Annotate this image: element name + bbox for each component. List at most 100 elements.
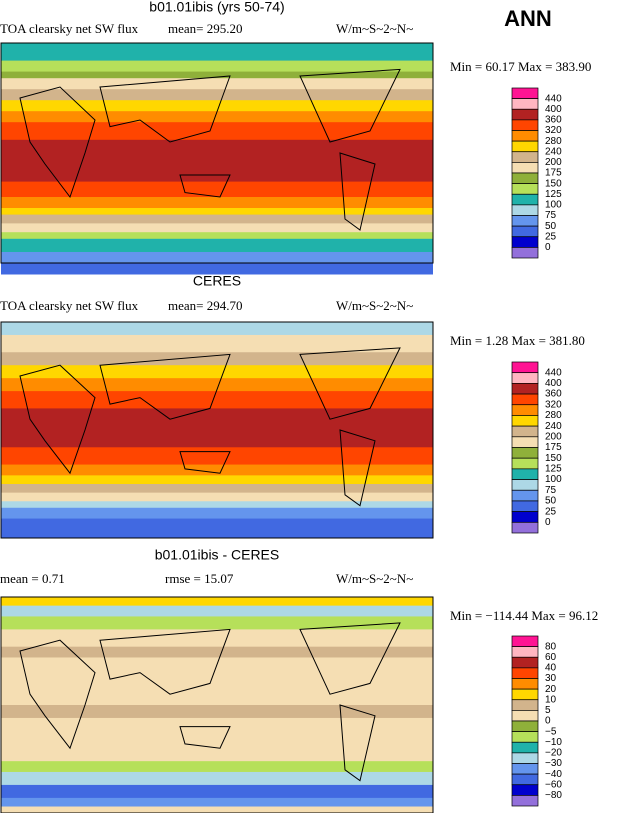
panel-title: CERES bbox=[193, 273, 241, 289]
map-band bbox=[1, 784, 433, 799]
map-band bbox=[1, 365, 433, 379]
coastline bbox=[299, 622, 401, 695]
map-band bbox=[1, 646, 433, 658]
colorbar-box bbox=[511, 521, 539, 534]
colorbar-label: 400 bbox=[545, 104, 562, 115]
units-label: W/m~S~2~N~ bbox=[336, 571, 413, 586]
colorbar-label: 20 bbox=[545, 684, 557, 695]
map-band bbox=[1, 464, 433, 476]
colorbar-label: 0 bbox=[545, 517, 551, 528]
colorbar-box bbox=[511, 193, 539, 206]
colorbar-box bbox=[511, 731, 539, 743]
map-band bbox=[1, 238, 433, 253]
season-label: ANN bbox=[504, 6, 552, 31]
colorbar-box bbox=[511, 215, 539, 227]
map-band bbox=[1, 89, 433, 101]
colorbar-box bbox=[511, 656, 539, 669]
map-frame bbox=[0, 596, 434, 813]
rmse-label: rmse = 15.07 bbox=[165, 571, 234, 586]
map-band bbox=[1, 771, 433, 786]
map-band bbox=[1, 597, 433, 607]
colorbar-label: 0 bbox=[545, 242, 551, 253]
colorbar-box bbox=[511, 667, 539, 679]
map-band bbox=[1, 705, 433, 719]
map-band bbox=[1, 797, 433, 808]
colorbar-box bbox=[511, 688, 539, 701]
colorbar-label: 320 bbox=[545, 125, 562, 136]
colorbar-box bbox=[511, 479, 539, 491]
map-band bbox=[1, 43, 433, 62]
colorbar-box bbox=[511, 119, 539, 131]
colorbar-box bbox=[511, 678, 539, 690]
colorbar-box bbox=[511, 247, 539, 259]
map-band bbox=[1, 806, 433, 813]
colorbar-box bbox=[511, 763, 539, 775]
mean-label: mean= 294.70 bbox=[168, 298, 242, 313]
colorbar-label: 440 bbox=[545, 93, 562, 104]
map-band bbox=[1, 475, 433, 485]
map-band bbox=[1, 447, 433, 466]
colorbar-label: 150 bbox=[545, 178, 562, 189]
colorbar-box bbox=[511, 511, 539, 523]
map-band bbox=[1, 214, 433, 224]
colorbar-box bbox=[511, 710, 539, 722]
min-max-label: Min = 1.28 Max = 381.80 bbox=[450, 333, 585, 348]
map-band bbox=[1, 71, 433, 79]
mean-label: mean = 0.71 bbox=[0, 571, 65, 586]
colorbar-box bbox=[511, 457, 539, 470]
map-band bbox=[1, 378, 433, 392]
coastline bbox=[99, 353, 231, 420]
coastline bbox=[339, 704, 376, 782]
colorbar-label: 280 bbox=[545, 136, 562, 147]
colorbar-box bbox=[511, 699, 539, 711]
colorbar-label: 10 bbox=[545, 694, 557, 705]
map-band bbox=[1, 492, 433, 502]
map-band bbox=[1, 78, 433, 90]
map-band bbox=[1, 111, 433, 123]
colorbar-label: 320 bbox=[545, 399, 562, 410]
colorbar-label: 100 bbox=[545, 200, 562, 211]
map-band bbox=[1, 352, 433, 366]
colorbar-box bbox=[511, 741, 539, 754]
map-band bbox=[1, 197, 433, 209]
colorbar-box bbox=[511, 225, 539, 238]
colorbar-label: 30 bbox=[545, 673, 557, 684]
colorbar-box bbox=[511, 372, 539, 384]
map-band bbox=[1, 507, 433, 520]
colorbar-box bbox=[511, 415, 539, 427]
map-band bbox=[1, 232, 433, 240]
units-label: W/m~S~2~N~ bbox=[336, 21, 413, 36]
map-band bbox=[1, 391, 433, 409]
map-band bbox=[1, 484, 433, 494]
colorbar-label: −40 bbox=[545, 769, 562, 780]
map-band bbox=[1, 629, 433, 648]
panel-title: b01.01ibis (yrs 50-74) bbox=[149, 0, 284, 15]
colorbar-box bbox=[511, 646, 539, 658]
colorbar-label: 100 bbox=[545, 474, 562, 485]
map-band bbox=[1, 605, 433, 617]
units-label: W/m~S~2~N~ bbox=[336, 298, 413, 313]
coastline bbox=[19, 639, 96, 750]
colorbar-label: 280 bbox=[545, 410, 562, 421]
colorbar-label: −10 bbox=[545, 737, 562, 748]
colorbar-box bbox=[511, 752, 539, 764]
map-band bbox=[1, 334, 433, 353]
map-band bbox=[1, 501, 433, 509]
colorbar-label: 400 bbox=[545, 378, 562, 389]
field-label: TOA clearsky net SW flux bbox=[0, 298, 139, 313]
colorbar-box bbox=[511, 98, 539, 110]
map-band bbox=[1, 761, 433, 773]
colorbar-label: 360 bbox=[545, 389, 562, 400]
colorbar-label: 240 bbox=[545, 146, 562, 157]
min-max-label: Min = 60.17 Max = 383.90 bbox=[450, 59, 591, 74]
coastline bbox=[339, 429, 376, 507]
colorbar-box bbox=[511, 635, 539, 647]
colorbar-box bbox=[511, 425, 539, 438]
map-frame bbox=[0, 321, 434, 539]
colorbar-label: −80 bbox=[545, 790, 562, 801]
colorbar-label: 240 bbox=[545, 421, 562, 432]
colorbar-label: 175 bbox=[545, 168, 562, 179]
coastline bbox=[339, 152, 376, 231]
colorbar-box bbox=[511, 151, 539, 163]
